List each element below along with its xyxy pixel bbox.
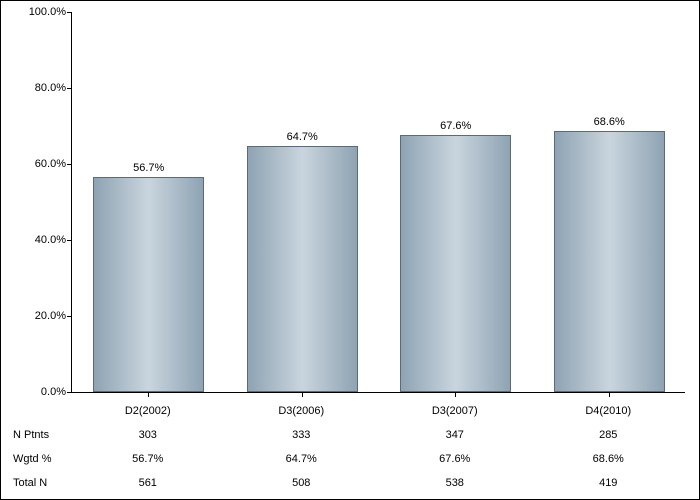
y-tick-label: 40.0% (35, 234, 72, 246)
bar-value-label: 56.7% (133, 162, 164, 178)
table-cell: D3(2006) (278, 399, 324, 423)
table-cell: 285 (599, 423, 617, 447)
table-row-header: Total N (13, 471, 47, 495)
y-tick-label: 20.0% (35, 310, 72, 322)
x-tick-mark (455, 392, 456, 397)
table-cell: D3(2007) (432, 399, 478, 423)
table-cell: 347 (446, 423, 464, 447)
table-row-header: Wgtd % (13, 447, 52, 471)
y-tick-label: 60.0% (35, 158, 72, 170)
y-tick-label: 100.0% (29, 6, 72, 18)
table-cell: 333 (292, 423, 310, 447)
table-cell: D2(2002) (125, 399, 171, 423)
x-tick-mark (148, 392, 149, 397)
y-tick-label: 0.0% (41, 386, 72, 398)
table-cell: 56.7% (132, 447, 163, 471)
table-cell: 68.6% (593, 447, 624, 471)
bar-value-label: 67.6% (440, 120, 471, 136)
table-cell: 508 (292, 471, 310, 495)
x-tick-mark (302, 392, 303, 397)
chart-container: 0.0% 20.0% 40.0% 60.0% 80.0% 100.0% 56.7% 64.7%… (0, 0, 700, 500)
table-cell: 561 (139, 471, 157, 495)
table-cell: 419 (599, 471, 617, 495)
bar: 64.7% (247, 146, 358, 392)
table-cell: 64.7% (286, 447, 317, 471)
table-cell: 303 (139, 423, 157, 447)
bar-value-label: 68.6% (594, 116, 625, 132)
bar: 67.6% (400, 135, 511, 392)
bar-value-label: 64.7% (287, 131, 318, 147)
y-tick-label: 80.0% (35, 82, 72, 94)
data-table: D2(2002) D3(2006) D3(2007) D4(2010) N Ptnts 3… (1, 399, 700, 495)
table-cell: D4(2010) (585, 399, 631, 423)
table-cell: 67.6% (439, 447, 470, 471)
table-row-header: N Ptnts (13, 423, 49, 447)
table-cell: 538 (446, 471, 464, 495)
bar: 68.6% (554, 131, 665, 392)
plot-area: 0.0%20.0%40.0%60.0%80.0%100.0%56.7%64.7%… (71, 13, 685, 393)
bar: 56.7% (93, 177, 204, 392)
x-tick-mark (609, 392, 610, 397)
